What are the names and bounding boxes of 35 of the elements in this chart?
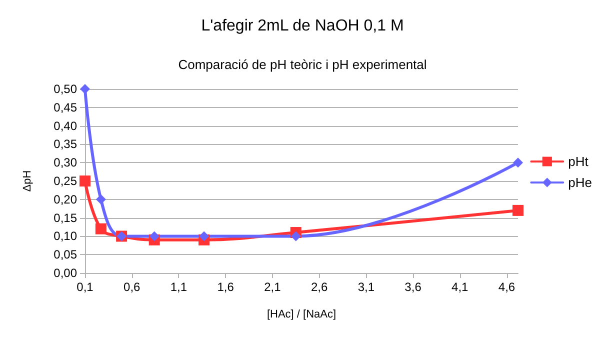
y-tick-label: 0,00 — [54, 266, 78, 280]
y-axis-title: ΔpH — [22, 170, 34, 192]
point — [199, 231, 210, 242]
legend-label: pHt — [568, 154, 589, 169]
y-tick-label: 0,50 — [54, 82, 78, 96]
y-tick-label: 0,15 — [54, 210, 78, 225]
y-tick-label: 0,45 — [54, 100, 78, 114]
y-tick-label: 0,25 — [54, 174, 78, 188]
y-tick-label: 0,05 — [54, 248, 78, 262]
point — [513, 158, 523, 168]
point — [149, 231, 160, 242]
point — [290, 231, 301, 242]
point — [512, 204, 524, 216]
x-tick-label: 2,1 — [264, 280, 282, 294]
legend-label: pHe — [568, 175, 592, 190]
x-tick-label: 1,6 — [217, 280, 234, 294]
x-tick-label: 0,1 — [76, 280, 94, 294]
y-tick-label: 0,35 — [54, 137, 78, 152]
y-tick-label: 0,20 — [54, 192, 78, 206]
chart-subtitle: Comparació de pH teòric i pH experimental — [178, 57, 427, 72]
x-tick-label: 1,1 — [170, 280, 188, 294]
x-axis-title: [HAc] / [NaAc] — [266, 308, 336, 320]
x-tick-label: 4,6 — [498, 280, 516, 294]
x-tick-label: 3,1 — [358, 280, 375, 294]
y-tick-label: 0,40 — [54, 118, 78, 133]
x-tick-label: 4,1 — [452, 280, 469, 294]
chart-title: L'afegir 2mL de NaOH 0,1 M — [201, 18, 404, 34]
y-tick-label: 0,10 — [54, 229, 78, 244]
x-tick-label: 0,6 — [124, 280, 141, 294]
x-tick-label: 3,6 — [404, 280, 422, 294]
point — [80, 176, 90, 186]
x-tick-label: 2,6 — [310, 280, 328, 294]
point — [95, 223, 106, 234]
point — [96, 194, 106, 204]
y-tick-label: 0,30 — [54, 156, 78, 170]
